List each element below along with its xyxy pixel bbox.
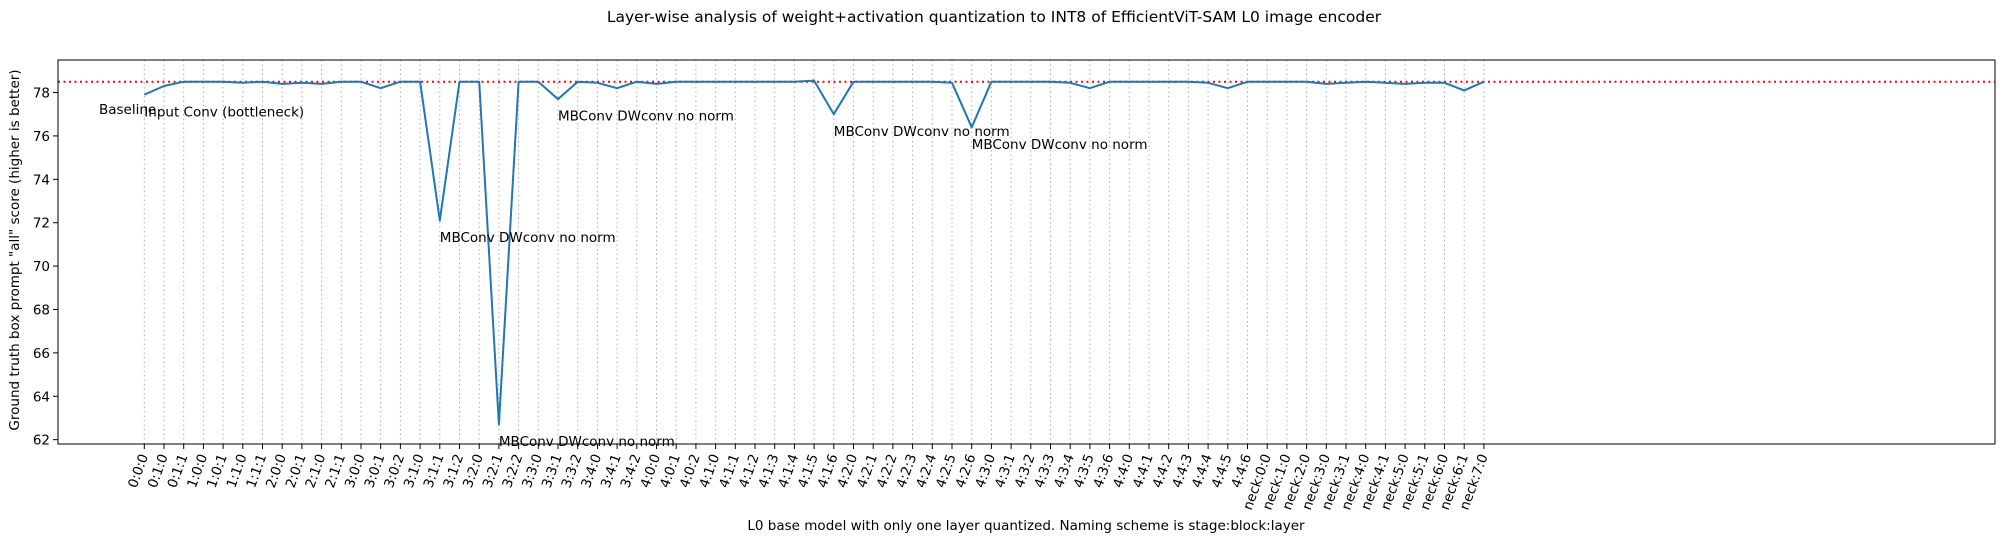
x-axis: 0:0:00:1:00:1:11:0:01:0:11:1:01:1:12:0:0… (125, 444, 1492, 512)
y-axis: 62 64 66 68 70 72 74 76 78 (33, 86, 58, 449)
annotation-label: Baseline (99, 102, 156, 118)
annotation-label: MBConv DWconv no norm (558, 109, 734, 125)
x-axis-label: L0 base model with only one layer quanti… (747, 518, 1305, 534)
chart-title: Layer-wise analysis of weight+activation… (607, 8, 1382, 26)
y-tick-label: 68 (33, 302, 50, 318)
y-tick-label: 76 (33, 129, 50, 145)
y-tick-label: 70 (33, 259, 50, 275)
y-tick-label: 62 (33, 433, 50, 449)
grid-lines (143, 60, 1485, 444)
y-tick-label: 74 (33, 172, 50, 188)
annotation-label: MBConv DWconv no norm (834, 124, 1010, 140)
annotation-label: MBConv DWconv no norm (972, 137, 1148, 153)
plot-area-frame (57, 59, 1996, 445)
annotation-label: MBConv DWconv no norm (440, 230, 616, 246)
series-group (143, 79, 1485, 426)
y-tick-label: 66 (33, 346, 50, 362)
y-tick-label: 78 (33, 86, 50, 102)
y-tick-label: 64 (33, 389, 50, 405)
y-axis-label: Ground truth box prompt "all" score (hig… (7, 69, 23, 430)
annotation-label: Input Conv (bottleneck) (144, 104, 304, 120)
annotation-label: MBConv DWconv no norm (499, 434, 675, 450)
y-tick-label: 72 (33, 216, 50, 232)
series-line (143, 79, 1485, 426)
